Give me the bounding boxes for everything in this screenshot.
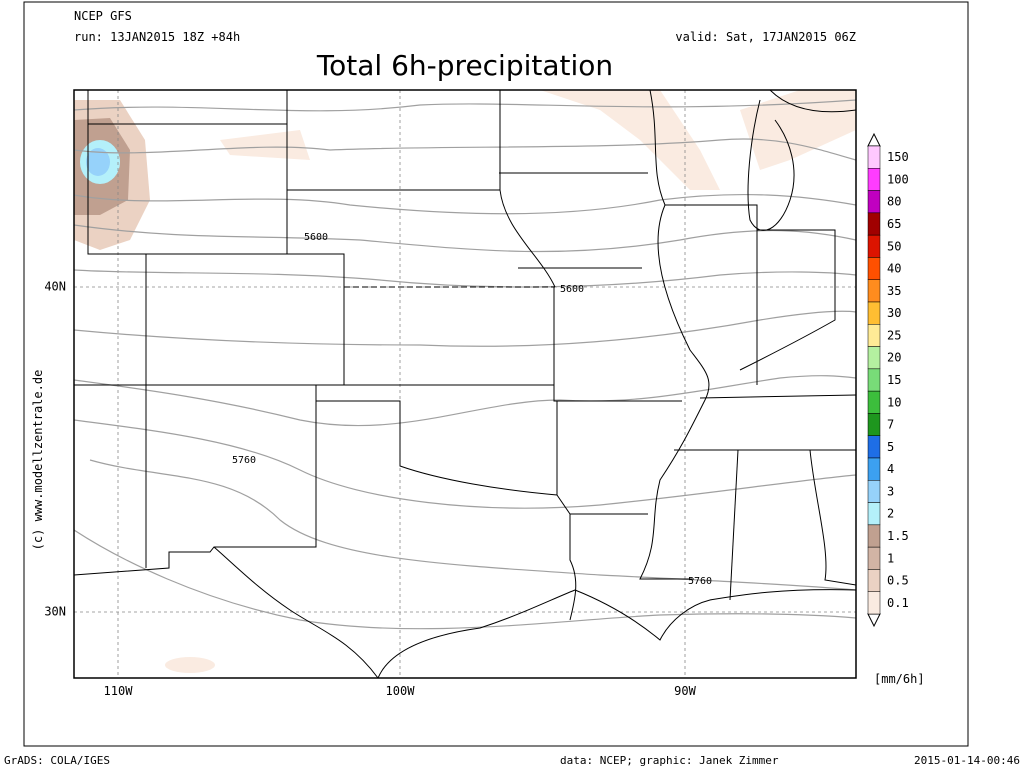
lon-label: 100W [386, 684, 416, 698]
colorbar-box [867, 324, 881, 347]
colorbar-box [867, 168, 881, 191]
footer-right: 2015-01-14-00:46 [914, 754, 1020, 767]
colorbar-box [867, 591, 881, 615]
colorbar-label: 1.5 [887, 529, 909, 543]
footer-left: GrADS: COLA/IGES [4, 754, 110, 767]
colorbar-box [867, 301, 881, 325]
colorbar-label: 150 [887, 150, 909, 164]
colorbar-label: 2 [887, 507, 894, 521]
lat-label: 30N [44, 605, 66, 619]
map-title: Total 6h-precipitation [316, 49, 613, 82]
map-frame [73, 89, 857, 679]
colorbar-label: 0.1 [887, 596, 909, 610]
colorbar-box [867, 546, 881, 570]
precip-area [540, 90, 720, 190]
lat-label: 40N [44, 280, 66, 294]
contour-label: 5600 [560, 284, 584, 295]
precip-area [740, 90, 856, 170]
colorbar-label: 65 [887, 217, 901, 231]
colorbar-label: 30 [887, 306, 901, 320]
footer-center: data: NCEP; graphic: Janek Zimmer [560, 754, 779, 767]
colorbar-label: 4 [887, 462, 894, 476]
run-label: run: 13JAN2015 18Z +84h [74, 30, 240, 44]
contour-label: 5760 [232, 455, 256, 466]
colorbar-label: 80 [887, 195, 901, 209]
colorbar-box [867, 480, 881, 503]
colorbar-box [867, 346, 881, 370]
colorbar-box [867, 190, 881, 214]
colorbar-box [867, 279, 881, 303]
colorbar-label: 40 [887, 262, 901, 276]
colorbar-label: 10 [887, 395, 901, 409]
colorbar-box [867, 234, 881, 258]
copyright: (c) www.modellzentrale.de [31, 370, 45, 551]
colorbar-box [867, 145, 881, 169]
colorbar-box [867, 368, 881, 392]
colorbar-box [867, 524, 881, 548]
colorbar-box [867, 435, 881, 459]
contour-label: 5760 [688, 576, 712, 587]
colorbar-box [867, 457, 881, 481]
colorbar-box [867, 569, 881, 592]
valid-label: valid: Sat, 17JAN2015 06Z [675, 30, 856, 44]
colorbar-label: 35 [887, 284, 901, 298]
precip-area [86, 148, 110, 176]
model-label: NCEP GFS [74, 9, 132, 23]
lon-label: 110W [104, 684, 134, 698]
colorbar-label: 50 [887, 239, 901, 253]
colorbar-label: 3 [887, 484, 894, 498]
colorbar-label: 20 [887, 351, 901, 365]
colorbar-label: 100 [887, 172, 909, 186]
contour-label: 5600 [304, 232, 328, 243]
colorbar-label: 1 [887, 551, 894, 565]
colorbar-label: 25 [887, 328, 901, 342]
borders [74, 90, 856, 678]
colorbar-label: 15 [887, 373, 901, 387]
precip-area [165, 657, 215, 673]
colorbar-box [867, 502, 881, 526]
colorbar-box [867, 257, 881, 280]
colorbar-label: 5 [887, 440, 894, 454]
colorbar-label: 7 [887, 418, 894, 432]
lon-label: 90W [674, 684, 696, 698]
colorbar-box [867, 390, 881, 414]
colorbar-unit: [mm/6h] [874, 672, 925, 686]
colorbar-label: 0.5 [887, 574, 909, 588]
colorbar-box [867, 413, 881, 436]
map: 40N 30N 110W 100W 90W 5600 5600 5760 576… [31, 89, 857, 698]
colorbar-box [867, 212, 881, 236]
colorbar: 150 100 80 65 50 40 35 30 25 20 15 10 7 5 4 3 2 1.5 1 0.5 0.… [867, 132, 909, 628]
